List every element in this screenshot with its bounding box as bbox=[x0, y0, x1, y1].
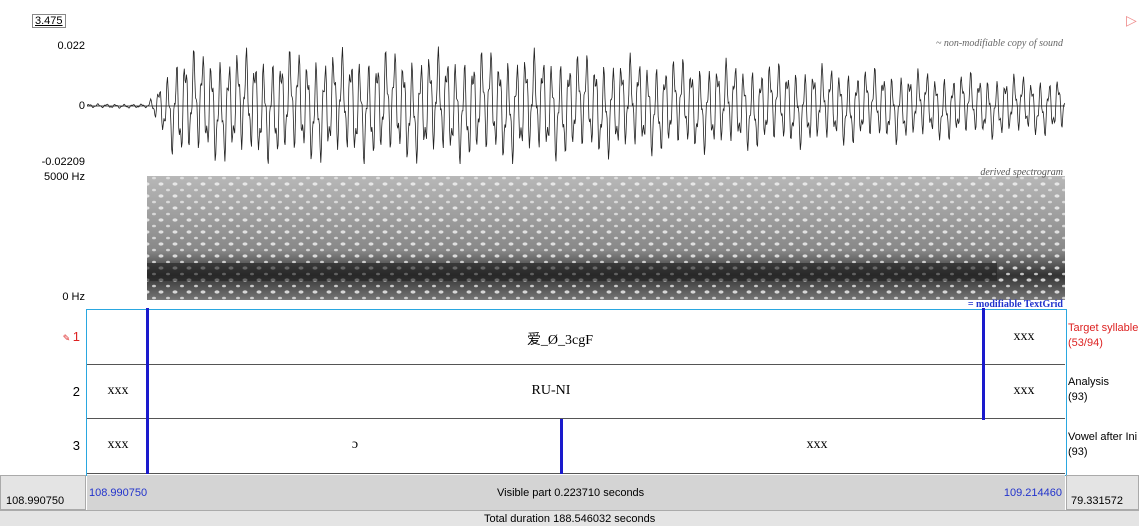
boundary[interactable] bbox=[560, 419, 563, 474]
wave-zero-label: 0 bbox=[78, 100, 85, 112]
tier-label[interactable]: Analysis (93) bbox=[1068, 375, 1109, 405]
play-arrow[interactable]: ▷ bbox=[1126, 12, 1137, 28]
interval-text[interactable]: xxx bbox=[107, 437, 129, 452]
interval-text[interactable]: xxx bbox=[806, 437, 828, 452]
tier-number: ✎ 1 bbox=[62, 329, 80, 344]
interval-text[interactable]: ɔ bbox=[351, 437, 359, 452]
spec-bottom-label: 0 Hz bbox=[62, 291, 85, 303]
tier-number: 2 bbox=[72, 384, 80, 399]
total-duration: Total duration 188.546032 seconds bbox=[484, 513, 656, 525]
boundary[interactable] bbox=[146, 308, 149, 474]
window-end: 79.331572 bbox=[1071, 495, 1123, 507]
right-bar[interactable] bbox=[1066, 475, 1139, 510]
tier[interactable]: 爱_Ø_3cgF xxx bbox=[87, 310, 1065, 365]
tier-name: Vowel after Ini bbox=[1068, 431, 1138, 443]
interval-text[interactable]: xxx bbox=[1013, 329, 1035, 344]
tier[interactable]: xxx ɔ xxx bbox=[87, 419, 1065, 474]
tier-count: (93) bbox=[1068, 391, 1088, 403]
spectrogram bbox=[87, 168, 1065, 306]
tier[interactable]: xxx RU-NI xxx bbox=[87, 365, 1065, 419]
wave-bottom-label: -0.02209 bbox=[41, 156, 85, 168]
window-start: 108.990750 bbox=[6, 495, 65, 507]
tier-count: (93) bbox=[1068, 446, 1088, 458]
boundary[interactable] bbox=[982, 308, 985, 420]
wave-caption: ~ non-modifiable copy of sound bbox=[935, 38, 1063, 49]
tier-label[interactable]: Target syllable (53/94) bbox=[1068, 321, 1138, 351]
interval-text[interactable]: xxx bbox=[1013, 383, 1035, 398]
left-bar[interactable] bbox=[0, 475, 86, 510]
visible-part: Visible part 0.223710 seconds bbox=[497, 487, 645, 499]
visible-start: 108.990750 bbox=[89, 487, 148, 499]
tier-name: Analysis bbox=[1068, 376, 1109, 388]
visible-bar[interactable] bbox=[87, 475, 1065, 510]
waveform bbox=[87, 40, 1065, 166]
tier-number-text: 1 bbox=[72, 329, 80, 344]
interval-text[interactable]: RU-NI bbox=[531, 383, 571, 398]
tier-count: (53/94) bbox=[1068, 337, 1103, 349]
spec-caption: derived spectrogram bbox=[980, 167, 1063, 178]
visible-end: 109.214460 bbox=[1003, 487, 1062, 499]
tier-number: 3 bbox=[72, 438, 80, 453]
time-box[interactable]: 3.475 bbox=[32, 14, 66, 28]
wave-top-label: 0.022 bbox=[57, 40, 85, 52]
tier-label[interactable]: Vowel after Ini (93) bbox=[1068, 430, 1137, 460]
spec-top-label: 5000 Hz bbox=[44, 171, 85, 183]
interval-text[interactable]: 爱_Ø_3cgF bbox=[526, 333, 594, 348]
interval-text[interactable]: xxx bbox=[107, 383, 129, 398]
tier-name: Target syllable bbox=[1068, 322, 1139, 334]
textgrid-caption: = modifiable TextGrid bbox=[967, 299, 1063, 310]
total-bar[interactable] bbox=[0, 510, 1139, 526]
